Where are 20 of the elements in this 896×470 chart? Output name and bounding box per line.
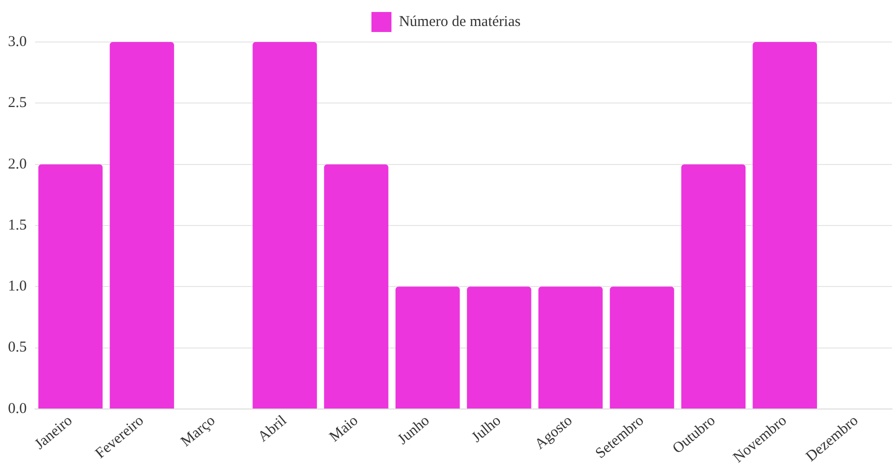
y-tick-label: 0.5 bbox=[8, 340, 27, 356]
bar bbox=[752, 42, 817, 408]
x-tick-label: Julho bbox=[469, 412, 504, 446]
x-tick-label: Maio bbox=[326, 412, 362, 446]
legend-label: Número de matérias bbox=[398, 14, 521, 30]
y-tick-label: 1.5 bbox=[8, 217, 27, 234]
bar bbox=[324, 164, 388, 408]
bar bbox=[252, 42, 317, 408]
bar bbox=[396, 286, 460, 408]
y-tick-label: 2.0 bbox=[8, 156, 27, 172]
bar bbox=[610, 286, 674, 408]
bar bbox=[681, 164, 746, 408]
bar bbox=[538, 286, 603, 408]
bar bbox=[38, 164, 103, 408]
bar bbox=[110, 42, 174, 408]
bar bbox=[466, 286, 532, 408]
y-tick-label: 3.0 bbox=[8, 34, 27, 50]
y-tick-label: 0.0 bbox=[8, 400, 27, 417]
y-tick-label: 2.5 bbox=[8, 95, 27, 112]
y-tick-label: 1.0 bbox=[8, 278, 27, 295]
